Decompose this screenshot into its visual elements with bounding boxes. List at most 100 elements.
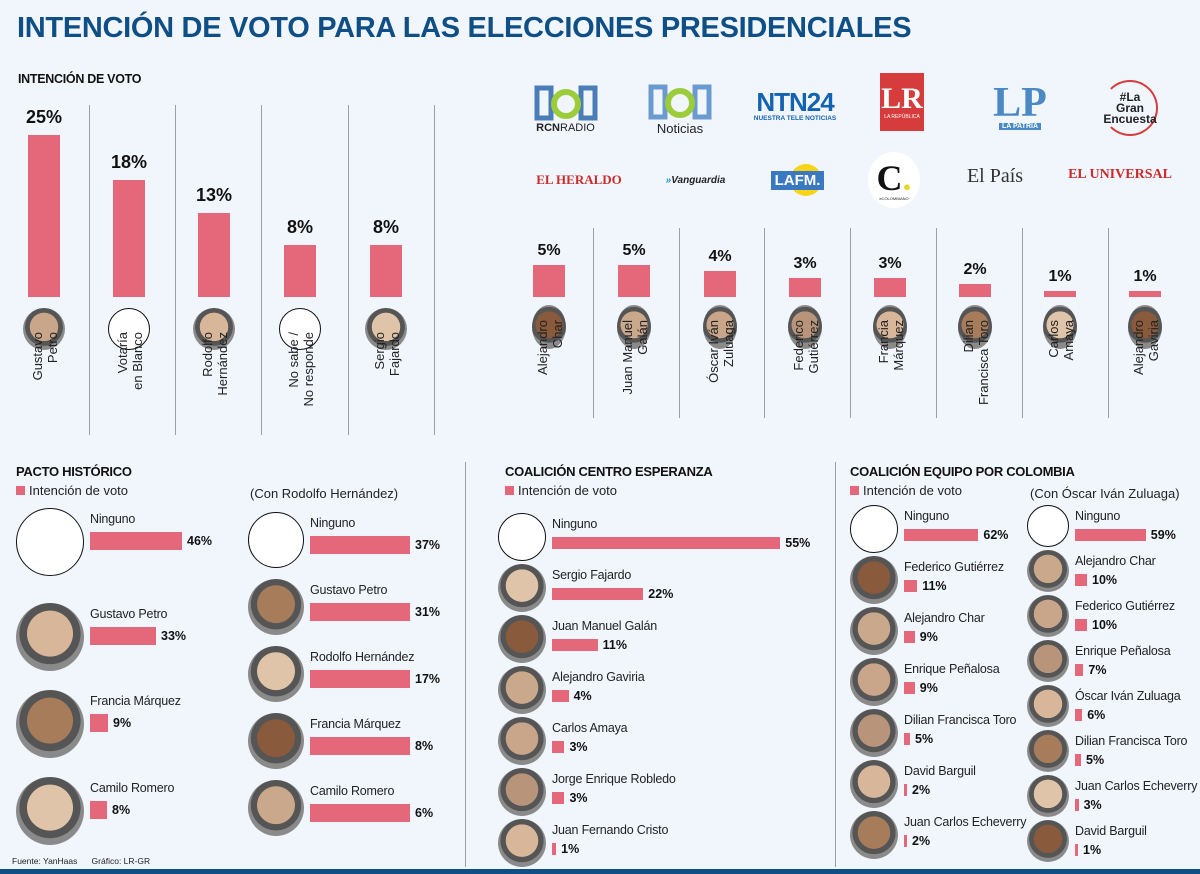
- column-divider: [593, 228, 594, 418]
- avatar-dilian-francisca-toro: [1027, 730, 1069, 772]
- avatar-francia-marquez: [248, 713, 304, 769]
- logo-rcn-radio: RCNRADIO: [528, 78, 603, 140]
- logo-el-heraldo: EL HERALDO: [536, 172, 622, 187]
- value-label-juan-carlos-echeverry: 2%: [912, 834, 931, 848]
- bar-gustavo-petro: [90, 627, 156, 645]
- bar-juan-manuel-galan: [552, 639, 598, 651]
- logo-ntn24: NTN24 NUESTRA TELE NOTICIAS: [753, 86, 837, 122]
- value-label-juan-carlos-echeverry: 3%: [1083, 798, 1102, 812]
- avatar-alejandro-char: [850, 607, 898, 655]
- candidate-label-rodolfo-hernandez: Rodolfo Hernández: [200, 332, 230, 396]
- name-juan-carlos-echeverry: Juan Carlos Echeverry: [904, 815, 1027, 829]
- value-label-david-barguil: 2%: [912, 783, 931, 797]
- logo-la-patria: LP LA PATRIA: [993, 79, 1047, 130]
- candidate-label-dilian-francisca-toro: Dilian Francisca Toro: [961, 320, 991, 406]
- bar-gustavo-petro: [310, 603, 410, 621]
- candidate-label-no-sabe-no-responde: No sabe / No responde: [286, 332, 316, 407]
- value-label-alejandro-char: 5%: [537, 241, 561, 259]
- value-label-rodolfo-hernandez: 17%: [415, 672, 441, 686]
- name-carlos-amaya: Carlos Amaya: [552, 721, 628, 735]
- avatar-carlos-amaya: [498, 717, 546, 765]
- name-juan-fernando-cristo: Juan Fernando Cristo: [552, 823, 669, 837]
- avatar-camilo-romero: [16, 777, 84, 845]
- avatar-juan-fernando-cristo: [498, 819, 546, 867]
- name-dilian-francisca-toro: Dilian Francisca Toro: [1075, 734, 1188, 748]
- equipo-por-colombia-legend: Intención de voto: [850, 483, 962, 498]
- value-label-ninguno: 46%: [187, 534, 213, 548]
- name-ninguno: Ninguno: [552, 517, 598, 531]
- avatar-gustavo-petro: [248, 579, 304, 635]
- bar-francia-marquez: [310, 737, 410, 755]
- value-label-ninguno: 62%: [983, 528, 1009, 542]
- avatar-federico-gutierrez: [850, 556, 898, 604]
- avatar-rodolfo-hernandez: [248, 646, 304, 702]
- legend-swatch: [850, 486, 859, 495]
- blank-avatar-ninguno: [248, 512, 304, 568]
- alt-scenario-label: (Con Óscar Iván Zuluaga): [1030, 486, 1180, 501]
- candidate-label-alejandro-gaviria: Alejandro Gaviria: [1131, 320, 1161, 375]
- bar-sergio-fajardo: [370, 245, 402, 297]
- graphic-credit: Gráfico: LR-GR: [91, 856, 151, 866]
- bar-votaria-en-blanco: [113, 180, 145, 297]
- avatar-alejandro-gaviria: [1128, 305, 1162, 349]
- name-alejandro-char: Alejandro Char: [904, 611, 985, 625]
- value-label-oscar-ivan-zuluaga: 4%: [708, 248, 732, 266]
- name-david-barguil: David Barguil: [1075, 824, 1147, 838]
- avatar-juan-manuel-galan: [498, 615, 546, 663]
- value-label-enrique-penalosa: 7%: [1088, 663, 1107, 677]
- name-rodolfo-hernandez: Rodolfo Hernández: [310, 650, 415, 664]
- bar-dilian-francisca-toro: [1075, 754, 1081, 766]
- bar-carlos-amaya: [1044, 290, 1076, 297]
- value-label-alejandro-gaviria: 1%: [1133, 267, 1157, 285]
- blank-avatar-ninguno: [16, 508, 84, 576]
- bar-david-barguil: [1075, 844, 1078, 856]
- value-label-federico-gutierrez: 10%: [1092, 618, 1118, 632]
- avatar-juan-carlos-echeverry: [1027, 775, 1069, 817]
- blank-avatar-ninguno: [498, 513, 546, 561]
- bar-oscar-ivan-zuluaga: [1075, 709, 1083, 721]
- column-divider: [764, 228, 765, 418]
- value-label-ninguno: 55%: [785, 536, 811, 550]
- column-divider: [1022, 228, 1023, 418]
- candidate-label-carlos-amaya: Carlos Amaya: [1046, 320, 1076, 361]
- value-label-oscar-ivan-zuluaga: 6%: [1087, 708, 1106, 722]
- candidate-label-francia-marquez: Francia Márquez: [876, 320, 906, 371]
- bar-juan-carlos-echeverry: [904, 835, 907, 847]
- equipo-por-colombia-alt-title: (Con Óscar Iván Zuluaga): [1030, 486, 1180, 501]
- value-label-carlos-amaya: 1%: [1048, 267, 1072, 285]
- bar-juan-carlos-echeverry: [1075, 799, 1079, 811]
- value-label-federico-gutierrez: 3%: [793, 254, 817, 272]
- avatar-david-barguil: [850, 760, 898, 808]
- bar-gustavo-petro: [28, 135, 60, 297]
- value-label-alejandro-char: 9%: [919, 630, 938, 644]
- logo-la-gran-encuesta: #La Gran Encuesta: [1090, 78, 1170, 138]
- bar-alejandro-gaviria: [552, 690, 569, 702]
- bar-carlos-amaya: [552, 741, 565, 753]
- value-label-juan-fernando-cristo: 1%: [561, 842, 580, 856]
- name-alejandro-char: Alejandro Char: [1075, 554, 1156, 568]
- value-label-federico-gutierrez: 11%: [922, 579, 947, 593]
- bar-juan-manuel-galan: [618, 264, 650, 297]
- bar-jorge-enrique-robledo: [552, 792, 565, 804]
- bar-no-sabe-no-responde: [284, 245, 316, 297]
- bottom-band: [0, 869, 1200, 874]
- bar-ninguno: [552, 537, 781, 549]
- pacto-historico-title: PACTO HISTÓRICO: [16, 464, 132, 479]
- blank-avatar-ninguno: [850, 505, 898, 553]
- bar-ninguno: [90, 532, 182, 550]
- name-federico-gutierrez: Federico Gutiérrez: [904, 560, 1004, 574]
- name-sergio-fajardo: Sergio Fajardo: [552, 568, 632, 582]
- blank-avatar-no-sabe-no-responde: [279, 308, 321, 350]
- value-label-juan-manuel-galan: 5%: [622, 241, 646, 259]
- name-camilo-romero: Camilo Romero: [90, 781, 175, 795]
- value-label-alejandro-gaviria: 4%: [573, 689, 592, 703]
- column-divider: [679, 228, 680, 418]
- section-divider: [465, 462, 466, 867]
- logo-la-republica: LR LA REPÚBLICA: [880, 73, 924, 131]
- avatar-camilo-romero: [248, 780, 304, 836]
- value-label-gustavo-petro: 33%: [161, 629, 187, 643]
- name-david-barguil: David Barguil: [904, 764, 976, 778]
- name-francia-marquez: Francia Márquez: [90, 694, 181, 708]
- bar-ninguno: [904, 529, 979, 541]
- value-label-gustavo-petro: 31%: [415, 605, 441, 619]
